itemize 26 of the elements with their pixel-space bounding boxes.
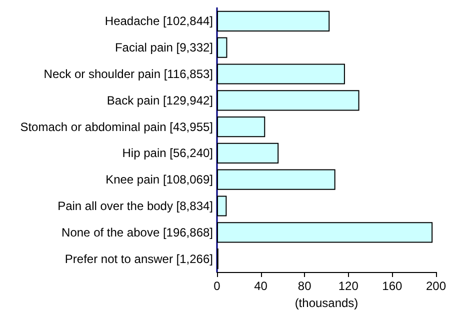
y-tick-label: Pain all over the body [8,834] [58,199,213,213]
x-tick-label: 40 [254,279,268,293]
x-tick-label: 160 [382,279,403,293]
bar [217,37,228,58]
y-tick-label: Hip pain [56,240] [122,146,213,160]
y-tick-label: Neck or shoulder pain [116,853] [44,67,213,81]
y-tick-label: Headache [102,844] [104,14,213,28]
x-tick-label: 120 [338,279,359,293]
x-tick-label: 80 [298,279,312,293]
bar [217,116,266,138]
y-tick-label: Back pain [129,942] [106,93,213,108]
bar [217,64,345,84]
y-tick-label: Prefer not to answer [1,266] [64,252,213,266]
bar [217,142,279,164]
y-tick-label: None of the above [196,868] [62,225,213,240]
y-tick-label: Facial pain [9,332] [114,40,213,55]
y-tick-label: Stomach or abdominal pain [43,955] [20,120,213,134]
bar [217,169,336,190]
bar [217,10,330,32]
x-axis-title: (thousands) [294,296,358,310]
x-tick-label: 200 [426,279,446,293]
bar [217,222,433,243]
x-tick-label: 0 [214,279,221,293]
y-tick-label: Knee pain [108,069] [106,172,213,187]
bar [217,196,227,216]
bar [217,90,360,111]
